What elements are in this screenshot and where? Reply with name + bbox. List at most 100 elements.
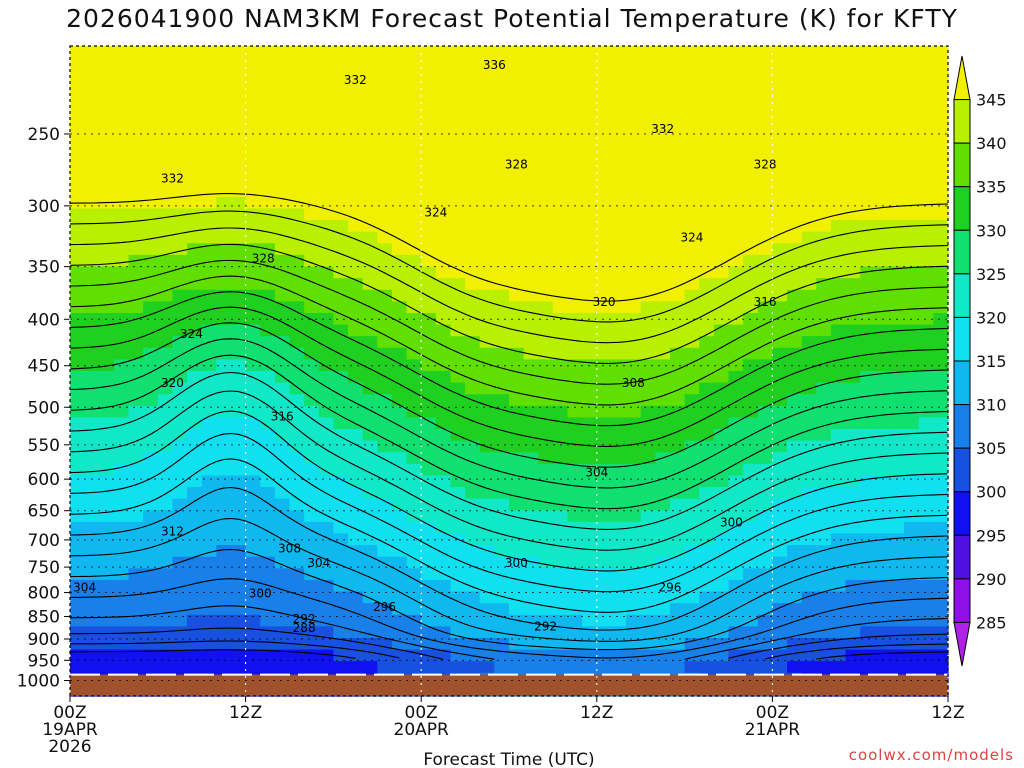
field-cell xyxy=(567,80,583,94)
field-cell xyxy=(582,208,598,221)
field-cell xyxy=(933,57,949,70)
field-cell xyxy=(391,649,408,662)
field-cell xyxy=(713,452,730,465)
colorbar-tick-label: 310 xyxy=(976,396,1007,415)
field-cell xyxy=(640,521,656,535)
field-cell xyxy=(596,289,613,302)
field-cell xyxy=(874,394,891,407)
field-cell xyxy=(450,405,466,419)
field-cell xyxy=(260,254,276,268)
field-cell xyxy=(377,568,393,581)
field-cell xyxy=(611,173,627,186)
field-cell xyxy=(684,46,700,59)
field-cell xyxy=(801,46,817,59)
field-cell xyxy=(216,591,232,604)
field-cell xyxy=(787,196,803,210)
field-cell xyxy=(845,150,861,163)
field-cell xyxy=(304,196,320,210)
field-cell xyxy=(933,614,949,627)
field-cell xyxy=(113,80,130,94)
field-cell xyxy=(582,440,598,453)
isentrope-line xyxy=(69,458,949,613)
field-cell xyxy=(450,80,466,94)
field-cell xyxy=(889,347,905,360)
field-cell xyxy=(450,661,466,674)
field-cell xyxy=(187,394,203,407)
field-cell xyxy=(362,162,378,175)
field-cell xyxy=(421,556,437,569)
field-cell xyxy=(362,173,378,186)
field-cell xyxy=(801,196,817,210)
field-cell xyxy=(230,568,247,581)
field-cell xyxy=(655,498,671,511)
field-cell xyxy=(538,487,554,500)
field-cell xyxy=(157,637,174,651)
contour-label: 332 xyxy=(161,172,184,186)
field-cell xyxy=(552,382,569,395)
field-cell xyxy=(289,336,305,349)
field-cell xyxy=(348,649,364,662)
field-cell xyxy=(538,626,554,639)
field-cell xyxy=(860,521,876,535)
field-cell xyxy=(816,173,832,186)
field-cell xyxy=(640,80,656,94)
field-cell xyxy=(274,138,291,152)
colorbar-segment xyxy=(953,491,971,536)
field-cell xyxy=(157,69,174,82)
field-cell xyxy=(845,649,861,662)
field-cell xyxy=(84,475,100,488)
field-cell xyxy=(830,394,847,407)
field-cell xyxy=(918,208,934,221)
field-cell xyxy=(567,498,583,511)
field-cell xyxy=(289,196,305,210)
field-cell xyxy=(391,196,408,210)
field-cell xyxy=(772,452,788,465)
field-cell xyxy=(362,243,378,256)
field-cell xyxy=(435,92,452,105)
field-cell xyxy=(362,231,378,244)
field-cell xyxy=(582,579,598,593)
field-cell xyxy=(889,579,905,593)
field-cell xyxy=(260,556,276,569)
field-cell xyxy=(860,556,876,569)
colorbar-tick-label: 340 xyxy=(976,134,1007,153)
field-cell xyxy=(70,498,86,511)
field-cell xyxy=(860,138,876,152)
field-cell xyxy=(260,661,276,674)
field-cell xyxy=(640,115,656,128)
field-cell xyxy=(435,301,452,314)
field-cell xyxy=(669,92,686,105)
x-tick-year: 2026 xyxy=(48,737,91,757)
field-cell xyxy=(845,127,861,140)
field-cell xyxy=(582,498,598,511)
field-cell xyxy=(172,417,188,430)
field-cell xyxy=(523,127,539,140)
field-cell xyxy=(421,626,437,639)
field-cell xyxy=(348,661,364,674)
field-cell xyxy=(187,626,203,639)
field-cell xyxy=(143,115,159,128)
field-cell xyxy=(84,138,100,152)
field-cell xyxy=(377,104,393,117)
field-cell xyxy=(201,556,217,569)
field-cell xyxy=(230,440,247,453)
field-cell xyxy=(874,417,891,430)
field-cell xyxy=(362,57,378,70)
field-cell xyxy=(816,115,832,128)
field-cell xyxy=(874,568,891,581)
field-cell xyxy=(626,568,642,581)
field-cell xyxy=(816,649,832,662)
field-cell xyxy=(801,185,817,198)
field-cell xyxy=(611,254,627,268)
field-cell xyxy=(318,637,334,651)
field-cell xyxy=(201,220,217,233)
field-cell xyxy=(348,556,364,569)
field-cell xyxy=(713,371,730,384)
field-cell xyxy=(435,394,452,407)
field-cell xyxy=(743,603,759,616)
field-cell xyxy=(274,394,291,407)
field-cell xyxy=(567,405,583,419)
field-cell xyxy=(874,603,891,616)
field-cell xyxy=(626,614,642,627)
field-cell xyxy=(187,579,203,593)
